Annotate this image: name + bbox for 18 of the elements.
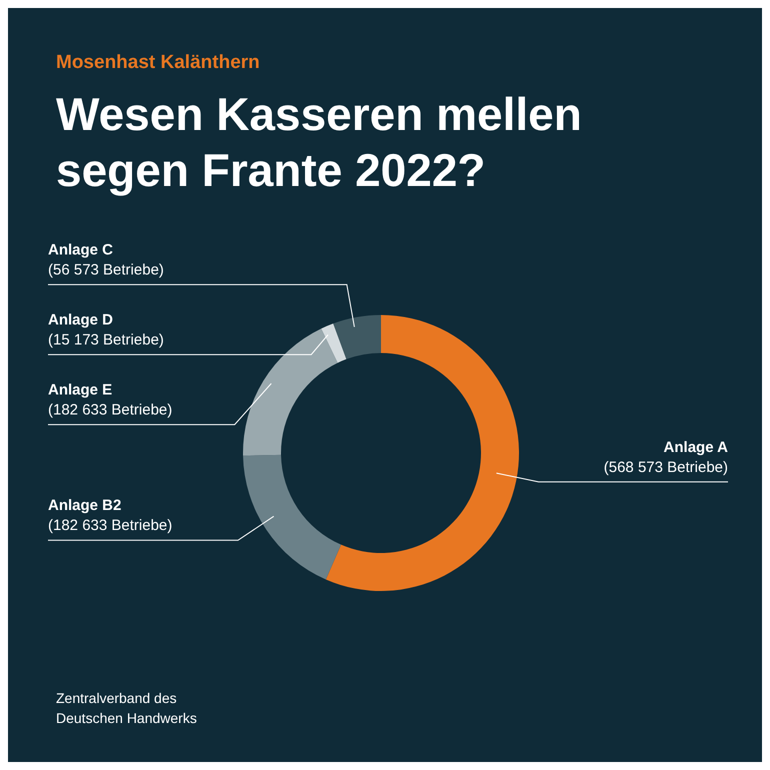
slice-label: Anlage E	[48, 382, 112, 399]
donut-slice	[321, 324, 346, 363]
donut-slice	[243, 454, 342, 580]
slice-label: Anlage A	[664, 438, 728, 456]
data-label: (182 633 Betriebe)	[48, 517, 172, 534]
donut-slice	[326, 315, 519, 591]
slice-label: Anlage C	[48, 242, 114, 259]
slice-label: Anlage B2	[48, 497, 122, 514]
chart-subtitle: Mosenhast Kalänthern	[56, 52, 260, 74]
data-label: (568 573 Betriebe)	[604, 458, 728, 476]
data-label: (15 173 Betriebe)	[48, 332, 164, 349]
donut-slice	[243, 328, 338, 456]
data-label: (182 633 Betriebe)	[48, 402, 172, 419]
text: Zentralverband des Deutschen Handwerks	[56, 689, 198, 728]
slice-label: Anlage D	[48, 312, 114, 329]
data-label: (56 573 Betriebe)	[48, 262, 164, 279]
donut-slice	[333, 315, 381, 360]
chart-title: Wesen Kasseren mellen segen Frante 2022?	[56, 87, 583, 198]
